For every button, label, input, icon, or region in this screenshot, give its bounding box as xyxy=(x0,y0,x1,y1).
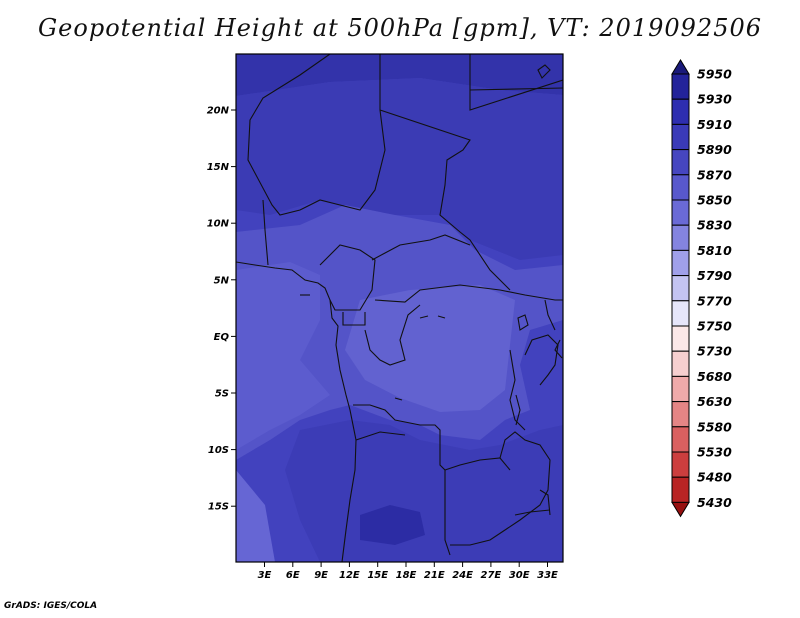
colorbar-segment xyxy=(671,325,690,352)
colorbar-segment xyxy=(671,451,690,478)
colorbar-segment xyxy=(671,199,690,226)
lon-tick-label: 9E xyxy=(314,570,328,581)
chart-title: Geopotential Height at 500hPa [gpm], VT:… xyxy=(38,14,762,42)
colorbar-segment xyxy=(671,426,690,453)
colorbar-label: 5830 xyxy=(697,218,732,233)
lat-tick-label: 10S xyxy=(208,445,229,456)
coastlines xyxy=(236,54,563,562)
colorbar-segment xyxy=(671,350,690,377)
lat-tick-label: 20N xyxy=(207,106,230,117)
colorbar-label: 5480 xyxy=(697,470,732,485)
colorbar-label: 5750 xyxy=(697,319,732,334)
lon-tick-label: 3E xyxy=(258,570,272,581)
colorbar-label: 5910 xyxy=(697,117,732,132)
colorbar-label: 5790 xyxy=(697,268,732,283)
colorbar-label: 5770 xyxy=(697,293,732,308)
lon-tick-label: 12E xyxy=(339,570,360,581)
lat-tick-label: 15N xyxy=(207,162,230,173)
lat-tick-label: 5N xyxy=(214,275,230,286)
lon-tick-label: 27E xyxy=(481,570,502,581)
colorbar-label: 5810 xyxy=(697,243,732,258)
colorbar-label: 5890 xyxy=(697,142,732,157)
lon-tick-label: 30E xyxy=(509,570,530,581)
lat-tick-label: 15S xyxy=(208,502,229,513)
colorbar-segment xyxy=(671,149,690,176)
lon-tick-label: 24E xyxy=(452,570,473,581)
lon-tick-label: 15E xyxy=(367,570,388,581)
colorbar-label: 5930 xyxy=(697,92,732,107)
colorbar-segment xyxy=(671,300,690,327)
colorbar-label: 5530 xyxy=(697,445,732,460)
colorbar-segment xyxy=(671,476,690,503)
colorbar-label: 5630 xyxy=(697,394,732,409)
colorbar-label: 5950 xyxy=(697,67,732,82)
height-field xyxy=(236,54,563,562)
colorbar-segment xyxy=(671,375,690,403)
colorbar-label: 5870 xyxy=(697,167,732,182)
colorbar-label: 5730 xyxy=(697,344,732,359)
colorbar: 5950 5930 5910 5890 5870 5850 5830 5810 5790 5770… xyxy=(671,59,732,518)
colorbar-segment xyxy=(671,73,690,100)
colorbar-segment xyxy=(671,174,690,201)
lat-tick-label: 10N xyxy=(207,219,230,230)
colorbar-label: 5580 xyxy=(697,419,732,434)
colorbar-segment xyxy=(671,98,690,125)
colorbar-segment xyxy=(671,401,690,428)
colorbar-top-arrow xyxy=(671,59,690,75)
lon-tick-label: 6E xyxy=(286,570,300,581)
lat-tick-label: 5S xyxy=(215,389,229,400)
lon-tick-label: 33E xyxy=(537,570,558,581)
credit-text: GrADS: IGES/COLA xyxy=(4,601,98,611)
longitude-axis: 3E 6E 9E 12E 15E 18E 21E 24E 27E 30E 33E xyxy=(258,562,558,581)
colorbar-segment xyxy=(671,123,690,151)
colorbar-label: 5850 xyxy=(697,193,732,208)
map-frame xyxy=(235,53,564,563)
lat-tick-label: EQ xyxy=(214,332,230,343)
lon-tick-label: 21E xyxy=(424,570,445,581)
lon-tick-label: 18E xyxy=(396,570,417,581)
colorbar-bottom-arrow xyxy=(671,501,690,518)
colorbar-segment xyxy=(671,275,690,302)
colorbar-label: 5680 xyxy=(697,369,732,384)
colorbar-segment xyxy=(671,224,690,251)
colorbar-label: 5430 xyxy=(697,495,732,510)
colorbar-segment xyxy=(671,249,690,277)
latitude-axis: 20N 15N 10N 5N EQ 5S 10S 15S xyxy=(207,106,236,513)
